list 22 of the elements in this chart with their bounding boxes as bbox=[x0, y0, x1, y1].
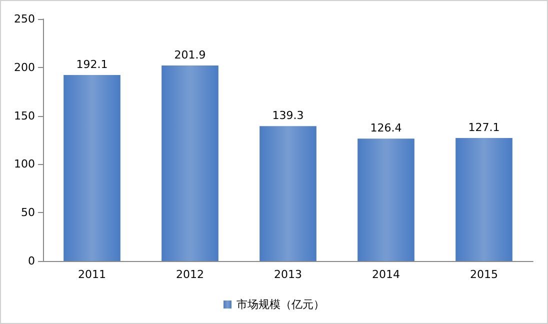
y-tick-label: 200 bbox=[14, 60, 35, 74]
data-label: 192.1 bbox=[76, 58, 108, 72]
bar bbox=[456, 138, 512, 261]
x-tick-label: 2013 bbox=[274, 268, 302, 281]
y-tick-label: 0 bbox=[28, 254, 35, 268]
y-tick-label: 250 bbox=[14, 12, 35, 26]
bar bbox=[260, 126, 316, 261]
y-tick-label: 100 bbox=[14, 158, 35, 171]
x-tick-label: 2015 bbox=[470, 268, 498, 281]
x-tick-label: 2014 bbox=[372, 268, 400, 281]
y-tick-label: 150 bbox=[14, 109, 35, 122]
data-label: 127.1 bbox=[468, 120, 500, 134]
bar bbox=[358, 138, 414, 261]
data-label: 201.9 bbox=[174, 48, 206, 62]
bar bbox=[64, 75, 120, 261]
x-tick-label: 2011 bbox=[78, 268, 106, 281]
y-tick-label: 50 bbox=[21, 206, 35, 220]
legend-label: 市场规模（亿元） bbox=[236, 298, 324, 311]
data-label: 139.3 bbox=[272, 109, 304, 122]
bar bbox=[162, 66, 218, 261]
x-tick-label: 2012 bbox=[176, 268, 204, 281]
data-label: 126.4 bbox=[370, 122, 402, 135]
